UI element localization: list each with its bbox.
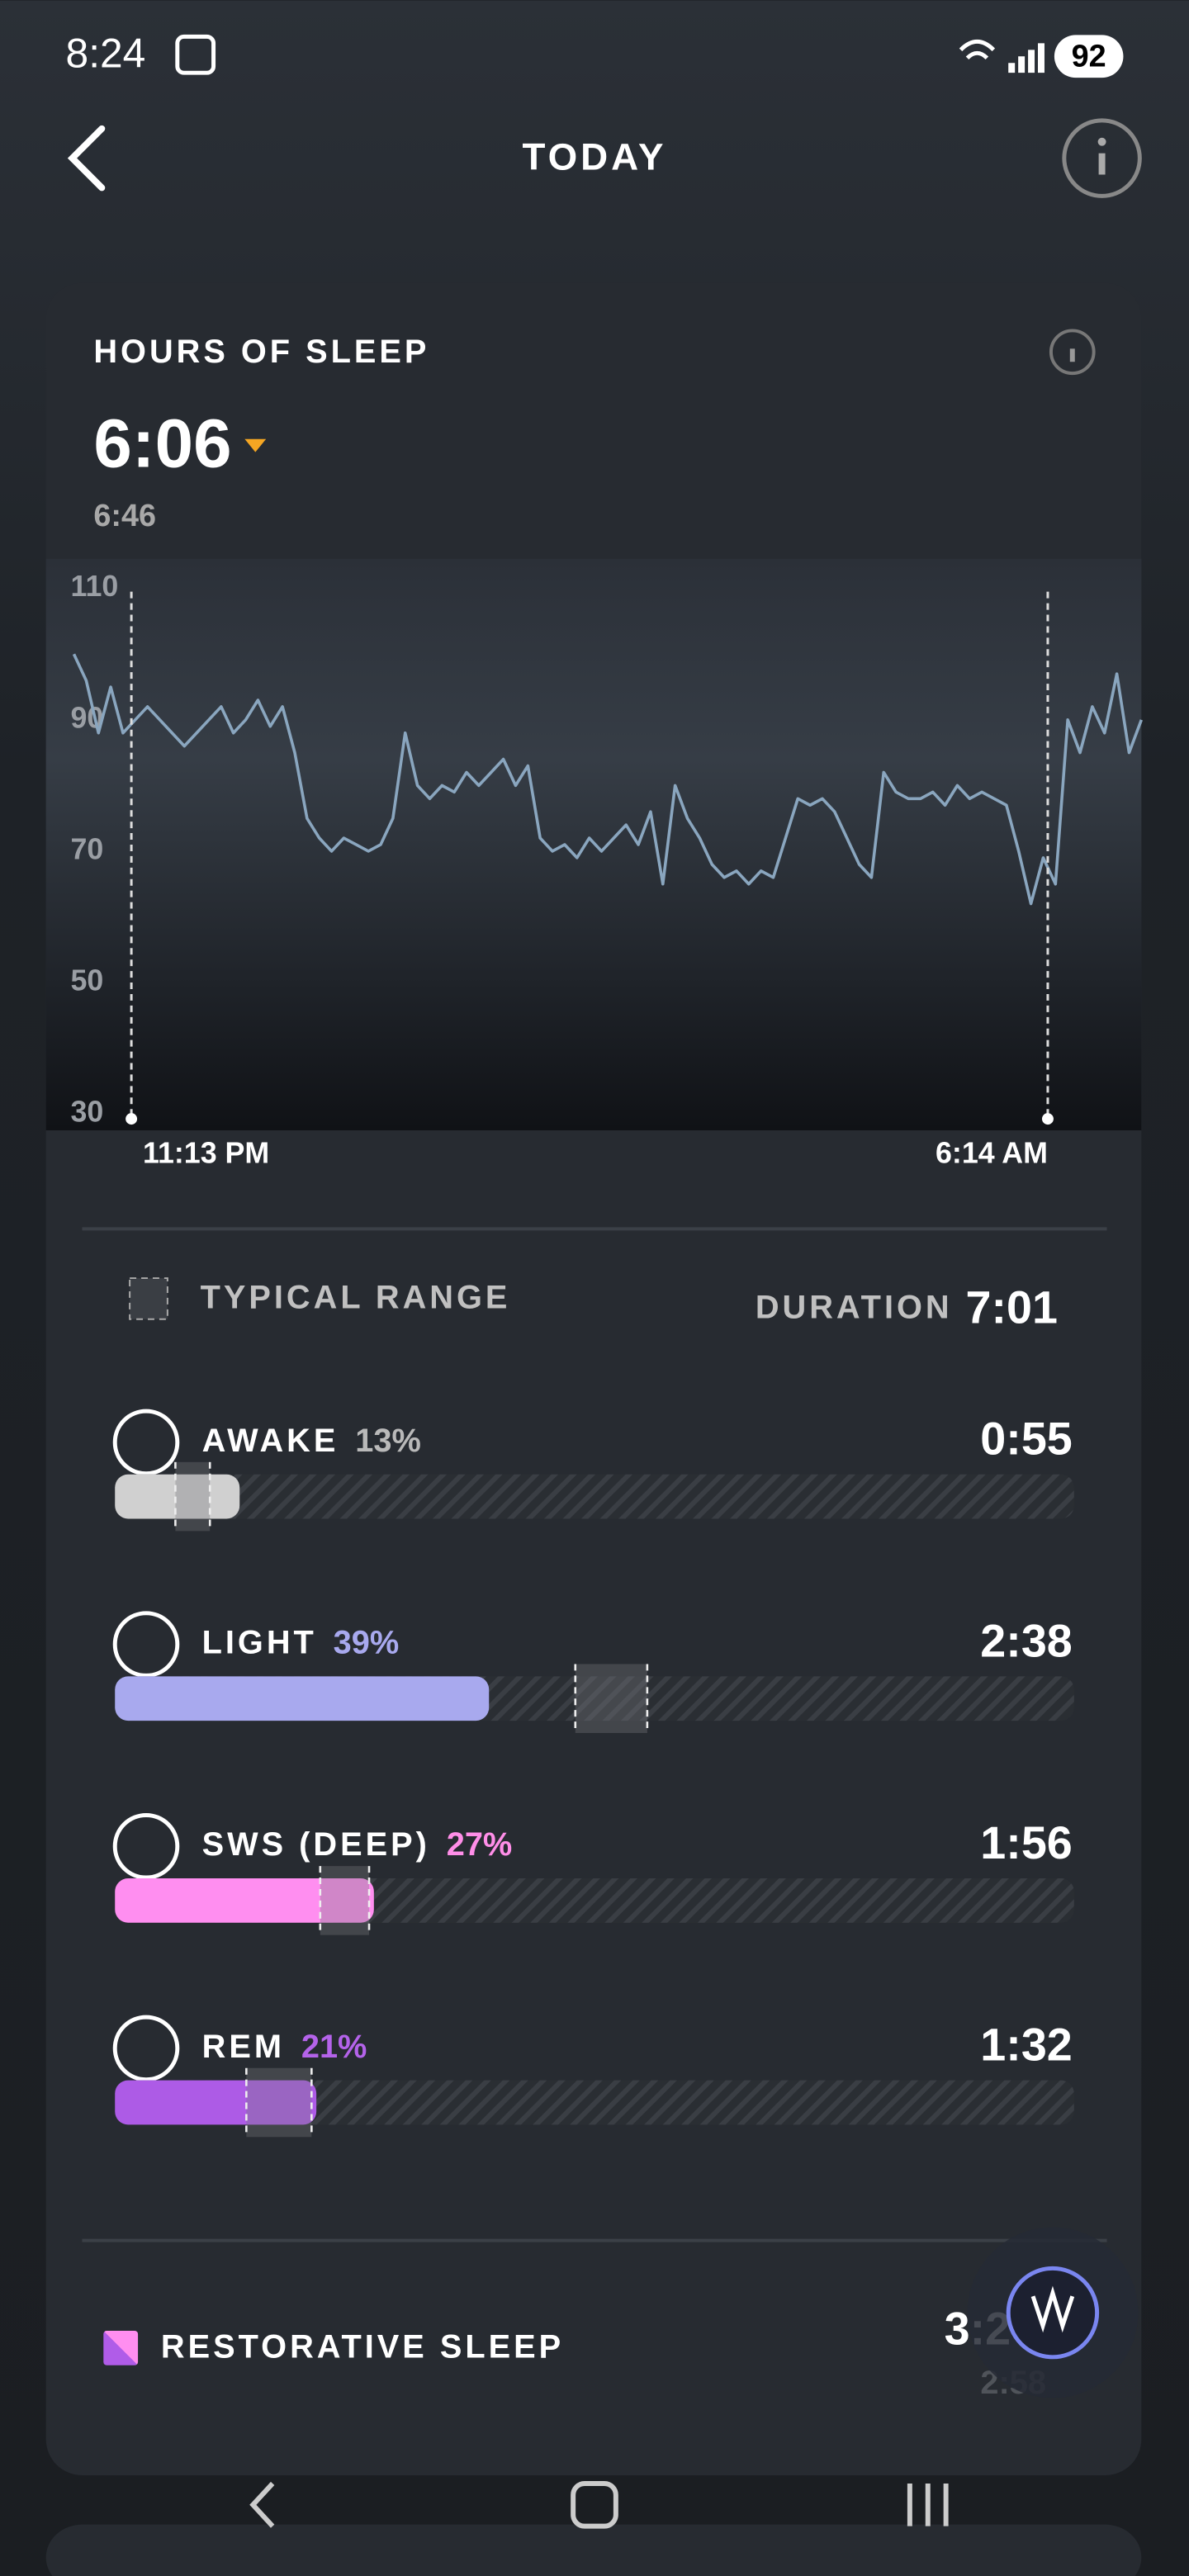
typical-range: [175, 1461, 211, 1532]
card-info[interactable]: [1049, 329, 1096, 376]
duration-value: 7:01: [966, 1282, 1058, 1333]
stage-bar: [115, 1474, 240, 1519]
marker-dot: [126, 1113, 138, 1125]
card-title: HOURS OF SLEEP: [93, 334, 429, 370]
sleep-value: 6:06: [93, 405, 231, 482]
stage-percent: 27%: [447, 1826, 513, 1863]
next-card: [45, 2524, 1142, 2576]
stage-label: AWAKE 13%: [202, 1422, 421, 1458]
info-glyph: [1098, 153, 1106, 175]
stage-label: REM 21%: [202, 2028, 367, 2064]
button-logo: [1030, 2285, 1075, 2333]
stage-bar: [115, 2080, 317, 2125]
stage-duration: 1:32: [980, 2020, 1072, 2071]
floating-button[interactable]: [967, 2227, 1139, 2398]
info-ring: [1062, 118, 1142, 198]
trend-down: [244, 438, 267, 452]
typical-range: [320, 1866, 370, 1935]
stage-percent: 39%: [334, 1624, 400, 1660]
typical-range: [575, 1664, 647, 1734]
stage-duration: 0:55: [980, 1413, 1072, 1465]
y-tick-label: 30: [71, 1096, 104, 1129]
card-info-glyph: [1069, 348, 1075, 362]
clock: 8:24: [66, 30, 146, 76]
heart-rate-line: [72, 653, 1143, 906]
y-tick-label: 50: [71, 964, 104, 997]
stage-toggle[interactable]: [112, 1611, 180, 1678]
time-label: 6:14 AM: [936, 1136, 1048, 1169]
bar-track: [115, 1474, 1074, 1519]
info-dot: [1097, 137, 1106, 146]
stage-toggle[interactable]: [112, 1812, 180, 1880]
back-button[interactable]: [67, 125, 106, 192]
stage-toggle[interactable]: [112, 1409, 180, 1476]
signal-icon: [1008, 43, 1045, 73]
battery: [1054, 35, 1124, 78]
screenshot-icon: [175, 34, 216, 75]
stage-duration: 2:38: [980, 1615, 1072, 1666]
stage-label: SWS (DEEP) 27%: [202, 1826, 513, 1863]
stage-name: AWAKE: [202, 1422, 339, 1458]
time-label: 11:13 PM: [143, 1136, 269, 1169]
stage-percent: 21%: [301, 2028, 367, 2064]
nav-recents[interactable]: [907, 2483, 949, 2526]
button-ring: [1006, 2266, 1100, 2360]
stage-percent: 13%: [355, 1422, 421, 1458]
stages: AWAKE 13% 0:55 LIGHT 39% 2:38 SWS (DEEP) 27% 1:5…: [112, 1409, 1074, 2138]
bar-track: [115, 2080, 1074, 2125]
duration-label: DURATION: [756, 1289, 953, 1325]
stage-toggle[interactable]: [112, 2015, 180, 2082]
typical-range-icon: [129, 1277, 168, 1320]
marker-dot: [1041, 1113, 1054, 1125]
stage-name: LIGHT: [202, 1624, 317, 1660]
nav-back[interactable]: [249, 2481, 275, 2528]
stage-name: REM: [202, 2028, 285, 2064]
stage-bar: [115, 1878, 374, 1923]
y-tick-label: 70: [71, 832, 104, 865]
battery-level: 92: [1072, 39, 1106, 73]
typical-range: [246, 2067, 312, 2138]
previous-value: 6:46: [93, 499, 156, 533]
y-tick-label: 110: [71, 570, 119, 603]
wifi-icon: [959, 39, 996, 60]
stage-duration: 1:56: [980, 1817, 1072, 1868]
nav-home[interactable]: [571, 2480, 618, 2529]
stage-name: SWS (DEEP): [202, 1826, 430, 1863]
stage-bar: [115, 1676, 490, 1721]
restorative-icon: [103, 2330, 139, 2365]
info-button[interactable]: [1062, 118, 1142, 198]
restorative-title: RESTORATIVE SLEEP: [161, 2328, 564, 2365]
legend-label: TYPICAL RANGE: [201, 1279, 511, 1315]
stage-label: LIGHT 39%: [202, 1624, 400, 1660]
header-title: TODAY: [523, 136, 667, 178]
